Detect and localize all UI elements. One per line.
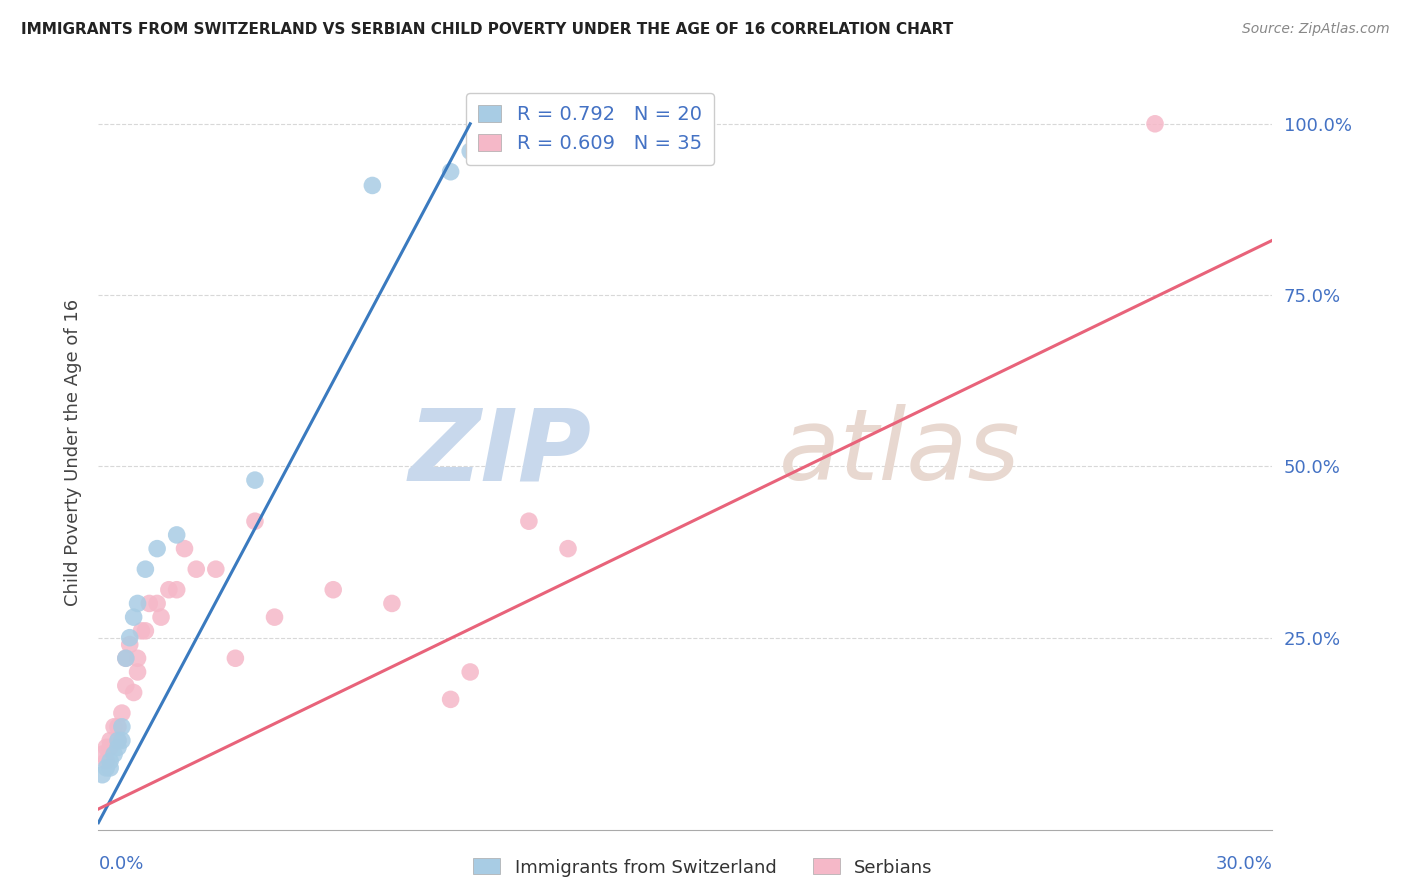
Point — [243, 514, 266, 528]
Point — [107, 733, 129, 747]
Point — [122, 685, 145, 699]
Point — [96, 754, 118, 768]
Point — [458, 144, 481, 159]
Text: atlas: atlas — [779, 404, 1021, 501]
Point — [91, 747, 114, 761]
Text: IMMIGRANTS FROM SWITZERLAND VS SERBIAN CHILD POVERTY UNDER THE AGE OF 16 CORRELA: IMMIGRANTS FROM SWITZERLAND VS SERBIAN C… — [21, 22, 953, 37]
Point — [96, 761, 118, 775]
Point — [134, 562, 156, 576]
Point — [127, 596, 149, 610]
Text: ZIP: ZIP — [409, 404, 592, 501]
Point — [118, 638, 141, 652]
Point — [186, 562, 208, 576]
Point — [1144, 117, 1167, 131]
Text: Source: ZipAtlas.com: Source: ZipAtlas.com — [1241, 22, 1389, 37]
Point — [111, 720, 134, 734]
Point — [224, 651, 246, 665]
Point — [557, 541, 579, 556]
Point — [114, 651, 136, 665]
Point — [111, 733, 134, 747]
Point — [111, 706, 134, 720]
Point — [98, 733, 121, 747]
Point — [134, 624, 156, 638]
Point — [263, 610, 285, 624]
Point — [458, 665, 481, 679]
Point — [122, 610, 145, 624]
Point — [96, 740, 118, 755]
Point — [322, 582, 344, 597]
Point — [118, 631, 141, 645]
Point — [107, 733, 129, 747]
Point — [205, 562, 228, 576]
Point — [146, 541, 169, 556]
Point — [157, 582, 180, 597]
Point — [173, 541, 195, 556]
Point — [98, 754, 121, 768]
Legend: Immigrants from Switzerland, Serbians: Immigrants from Switzerland, Serbians — [465, 851, 941, 884]
Point — [517, 514, 540, 528]
Point — [243, 473, 266, 487]
Point — [381, 596, 404, 610]
Point — [103, 747, 125, 761]
Point — [114, 679, 136, 693]
Point — [166, 528, 188, 542]
Point — [98, 740, 121, 755]
Text: 0.0%: 0.0% — [98, 855, 143, 872]
Point — [114, 651, 136, 665]
Point — [131, 624, 153, 638]
Point — [107, 720, 129, 734]
Point — [146, 596, 169, 610]
Point — [127, 665, 149, 679]
Point — [439, 692, 461, 706]
Point — [361, 178, 384, 193]
Point — [98, 761, 121, 775]
Legend: R = 0.792   N = 20, R = 0.609   N = 35: R = 0.792 N = 20, R = 0.609 N = 35 — [467, 93, 714, 165]
Y-axis label: Child Poverty Under the Age of 16: Child Poverty Under the Age of 16 — [63, 299, 82, 607]
Text: 30.0%: 30.0% — [1216, 855, 1272, 872]
Point — [138, 596, 160, 610]
Point — [150, 610, 173, 624]
Point — [103, 720, 125, 734]
Point — [166, 582, 188, 597]
Point — [127, 651, 149, 665]
Point — [107, 740, 129, 755]
Point — [91, 768, 114, 782]
Point — [439, 165, 461, 179]
